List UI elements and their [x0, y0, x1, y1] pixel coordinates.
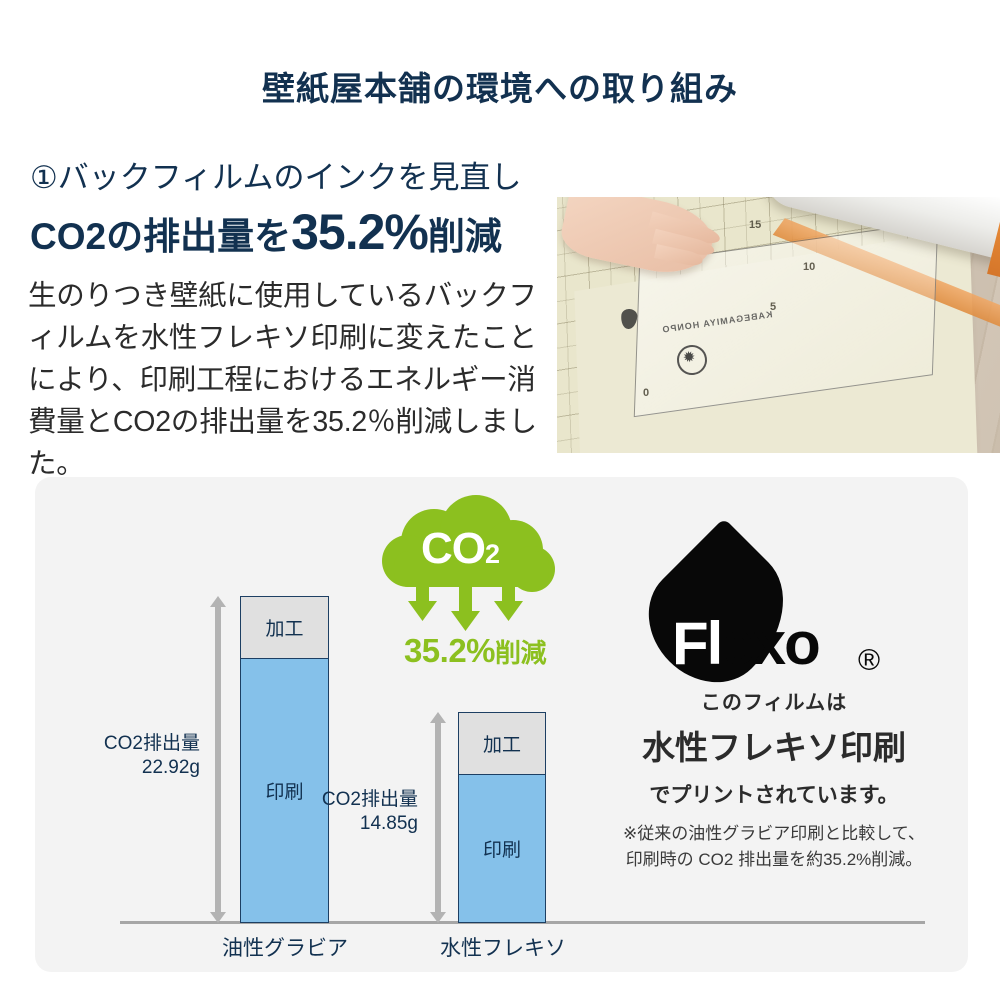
reduction-suffix: 削減: [495, 638, 547, 668]
co2-cloud-icon: [382, 495, 555, 631]
arrow-shaft: [215, 605, 221, 914]
arrow-shaft: [435, 721, 441, 914]
photo-tick-10: 10: [803, 261, 816, 273]
flexo-certification-block: Flexo ® このフィルムは 水性フレキソ印刷 でプリントされています。 ※従…: [596, 517, 952, 872]
arrow-head-up-icon: [210, 596, 226, 607]
bar-water-flexo: 加工 印刷: [458, 712, 546, 923]
emission-label-water-flexo: CO2排出量 14.85g: [318, 788, 418, 837]
flexo-wordmark-white: Fl: [672, 610, 723, 677]
photo-tick-15: 15: [749, 219, 762, 231]
flexo-note: ※従来の油性グラビア印刷と比較して、 印刷時の CO2 排出量を約35.2%削減…: [596, 821, 952, 872]
intro-body-copy: 生のりつき壁紙に使用しているバックフィルムを水性フレキソ印刷に変えたことにより、…: [28, 280, 537, 480]
intro-lead-line: ①バックフィルムのインクを見直し: [30, 160, 522, 195]
page-title: 壁紙屋本舗の環境への取り組み: [262, 70, 738, 107]
headline-value: 35.2%: [291, 204, 429, 260]
arrow-head-down-icon: [210, 912, 226, 923]
photo-tick-0: 0: [643, 387, 650, 399]
reduction-percentage: 35.2%削減: [370, 632, 580, 670]
bar-segment-processing: 加工: [241, 597, 328, 659]
flexo-line-1: このフィルムは: [700, 692, 848, 714]
flexo-logo: Flexo ®: [596, 517, 952, 707]
backing-film-photo: KABEGAMIYA HONPO ✹ 0 5 10 15: [557, 197, 1000, 453]
arrow-head-up-icon: [430, 712, 446, 723]
arrow-head-down-icon: [430, 912, 446, 923]
emission-value: 22.92g: [141, 757, 200, 779]
bar-segment-printing: 印刷: [241, 659, 328, 922]
dimension-arrow-oil-gravure: [210, 596, 226, 923]
bar-segment-printing: 印刷: [459, 775, 545, 922]
emission-label-oil-gravure: CO2排出量 22.92g: [100, 732, 200, 781]
flexo-note-line-1: ※従来の油性グラビア印刷と比較して、: [623, 824, 925, 843]
reduction-value: 35.2%: [403, 632, 496, 669]
photo-logo-star-icon: ✹: [681, 348, 697, 367]
bar-segment-processing: 加工: [459, 713, 545, 775]
intro-headline: CO2の排出量を35.2%削減: [30, 205, 502, 260]
photo-tick-5: 5: [770, 301, 777, 313]
category-label-water-flexo: 水性フレキソ: [440, 937, 566, 960]
headline-suffix: 削減: [427, 216, 502, 257]
flexo-line-2: 水性フレキソ印刷: [642, 729, 906, 766]
emission-caption: CO2排出量: [103, 733, 200, 754]
category-label-oil-gravure: 油性グラビア: [222, 937, 348, 960]
emission-value: 14.85g: [359, 813, 418, 835]
flexo-note-line-2: 印刷時の CO2 排出量を約35.2%削減。: [625, 849, 923, 869]
registered-trademark-icon: ®: [858, 644, 881, 677]
emission-caption: CO2排出量: [321, 789, 418, 810]
flexo-wordmark: Flexo: [672, 614, 821, 674]
flexo-line-3: でプリントされています。: [649, 784, 899, 807]
headline-prefix: CO2の排出量を: [30, 216, 292, 257]
flexo-wordmark-black: exo: [721, 610, 820, 677]
dimension-arrow-water-flexo: [430, 712, 446, 923]
bar-oil-gravure: 加工 印刷: [240, 596, 329, 923]
